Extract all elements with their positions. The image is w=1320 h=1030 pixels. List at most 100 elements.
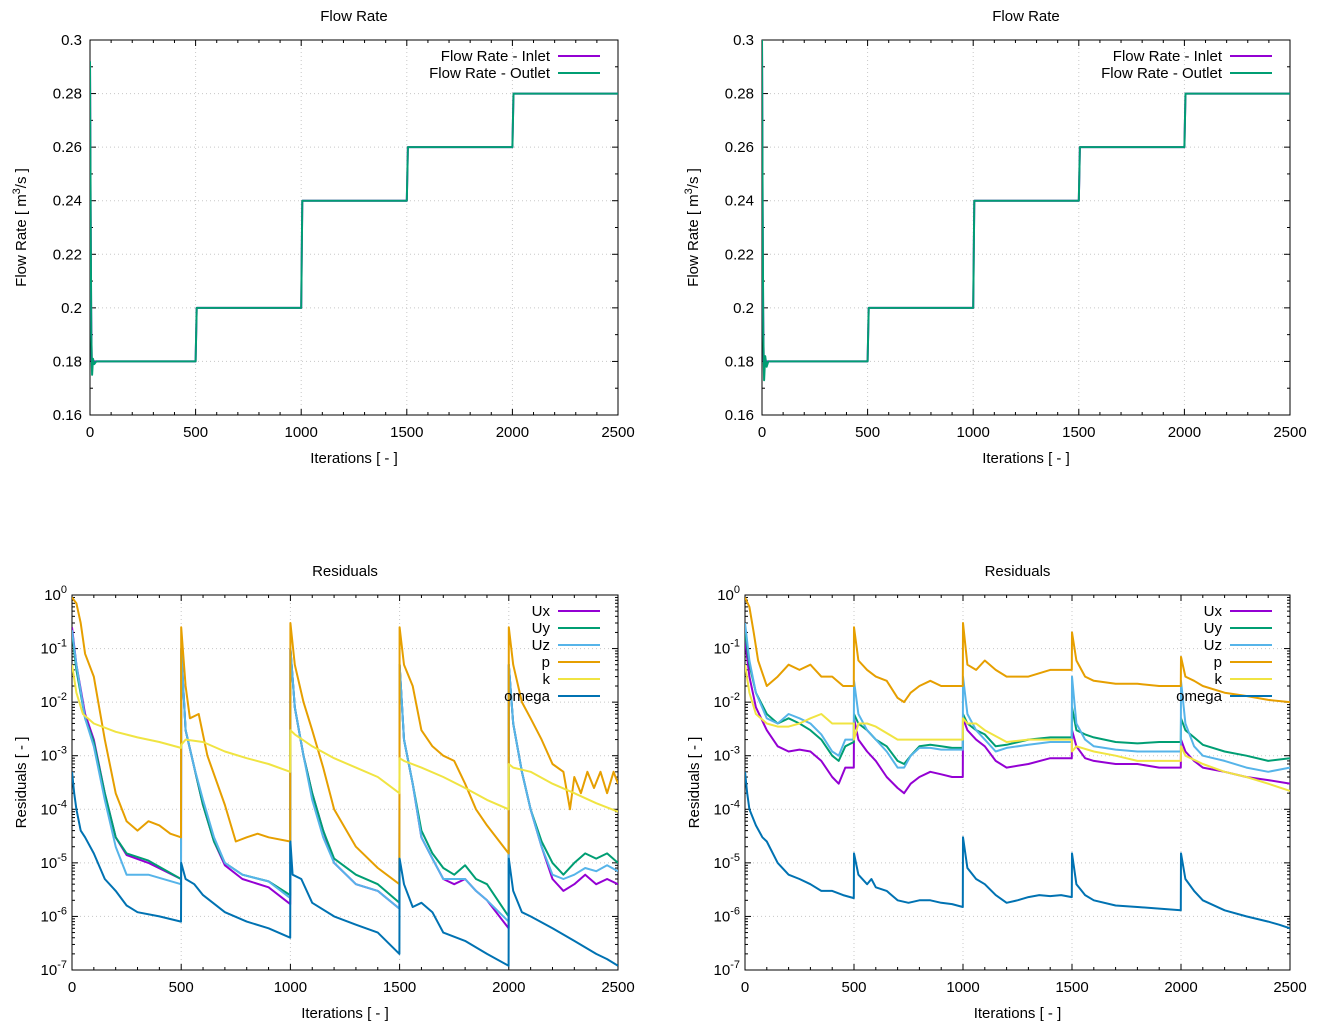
y-axis-label: Flow Rate [ m3/s ] — [683, 168, 702, 287]
x-tick-label: 2000 — [1168, 424, 1201, 441]
x-axis-label: Iterations [ - ] — [310, 450, 398, 467]
chart-1: 0 500 1000 1500 2000 2500 0.16 0.18 0.2 0.22 0.24 0… — [11, 8, 635, 467]
x-tick-label: 1500 — [1062, 424, 1095, 441]
chart-title: Residuals — [312, 563, 378, 580]
y-tick-label: 0.22 — [53, 246, 82, 263]
x-tick-label: 500 — [183, 424, 208, 441]
y-tick-label: 0.28 — [725, 86, 754, 103]
series-line-uz — [72, 630, 618, 923]
series-line-flow-rate-outlet — [90, 61, 618, 376]
y-tick-label: 10-4 — [714, 798, 740, 818]
series-line-omega — [72, 771, 618, 967]
y-tick-label: 0.24 — [53, 193, 82, 210]
x-tick-label: 1500 — [1055, 979, 1088, 996]
y-tick-label: 0.24 — [725, 193, 754, 210]
plot-frame — [89, 39, 619, 416]
series-line-uz — [745, 622, 1290, 773]
x-tick-label: 1000 — [285, 424, 318, 441]
y-tick-label: 10-3 — [41, 745, 67, 765]
x-tick-label: 2500 — [601, 979, 634, 996]
chart-3: 0 500 1000 1500 2000 2500 10-7 10-6 10-5 10-4 10-3… — [13, 563, 635, 1022]
chart-title: Flow Rate — [992, 8, 1060, 25]
x-tick-label: 1000 — [957, 424, 990, 441]
series-line-ux — [745, 638, 1290, 795]
legend-label: k — [543, 671, 551, 688]
legend-label: Ux — [1204, 603, 1223, 620]
y-tick-label: 0.18 — [725, 353, 754, 370]
y-tick-label: 0.18 — [53, 353, 82, 370]
chart-4: 0 500 1000 1500 2000 2500 10-7 10-6 10-5 10-4 10-3… — [686, 563, 1307, 1022]
x-tick-label: 500 — [841, 979, 866, 996]
x-tick-label: 500 — [169, 979, 194, 996]
legend-label: p — [1214, 654, 1222, 671]
legend-label: k — [1215, 671, 1223, 688]
y-tick-label: 100 — [44, 584, 67, 604]
legend-label: Uz — [1204, 637, 1222, 654]
y-tick-label: 0.2 — [733, 300, 754, 317]
x-tick-label: 0 — [68, 979, 76, 996]
legend-label: p — [542, 654, 550, 671]
x-axis-label: Iterations [ - ] — [982, 450, 1070, 467]
legend-label: Flow Rate - Outlet — [1101, 65, 1223, 82]
legend-label: Flow Rate - Outlet — [429, 65, 551, 82]
y-tick-label: 0.28 — [53, 86, 82, 103]
x-tick-label: 0 — [86, 424, 94, 441]
x-tick-label: 2000 — [1164, 979, 1197, 996]
y-axis-label: Residuals [ - ] — [686, 737, 703, 829]
chart-2: 0 500 1000 1500 2000 2500 0.16 0.18 0.2 0.22 0.24 0… — [683, 8, 1307, 467]
y-tick-label: 0.3 — [733, 32, 754, 49]
y-tick-label: 10-7 — [41, 959, 67, 979]
series-line-ux — [72, 627, 618, 930]
y-tick-label: 0.26 — [725, 139, 754, 156]
x-tick-label: 1000 — [946, 979, 979, 996]
series-line-p — [745, 597, 1290, 704]
y-tick-label: 10-6 — [714, 905, 740, 925]
x-tick-label: 2000 — [492, 979, 525, 996]
series-line-k — [745, 664, 1290, 792]
y-tick-label: 0.2 — [61, 300, 82, 317]
legend-label: Uz — [532, 637, 550, 654]
legend-label: Ux — [532, 603, 551, 620]
x-tick-label: 1500 — [390, 424, 423, 441]
y-tick-label: 0.22 — [725, 246, 754, 263]
series-line-k — [72, 664, 618, 813]
y-tick-label: 0.3 — [61, 32, 82, 49]
x-tick-label: 2500 — [1273, 424, 1306, 441]
y-tick-label: 0.16 — [725, 407, 754, 424]
legend-label: omega — [504, 688, 551, 705]
x-tick-label: 2500 — [1273, 979, 1306, 996]
legend-label: Uy — [1204, 620, 1223, 637]
x-axis-label: Iterations [ - ] — [301, 1005, 389, 1022]
y-tick-label: 10-2 — [714, 691, 740, 711]
legend-label: Flow Rate - Inlet — [1113, 48, 1223, 65]
y-tick-label: 10-1 — [714, 638, 740, 658]
x-tick-label: 2000 — [496, 424, 529, 441]
series-line-omega — [745, 771, 1290, 930]
y-tick-label: 10-2 — [41, 691, 67, 711]
y-tick-label: 0.16 — [53, 407, 82, 424]
y-tick-label: 10-3 — [714, 745, 740, 765]
series-line-p — [72, 596, 618, 886]
x-tick-label: 0 — [758, 424, 766, 441]
y-tick-label: 10-4 — [41, 798, 67, 818]
y-tick-label: 10-1 — [41, 638, 67, 658]
y-axis-label: Residuals [ - ] — [13, 737, 30, 829]
y-tick-label: 10-7 — [714, 959, 740, 979]
series-line-flow-rate-outlet — [762, 40, 1290, 382]
chart-title: Residuals — [985, 563, 1051, 580]
x-tick-label: 2500 — [601, 424, 634, 441]
x-tick-label: 1000 — [274, 979, 307, 996]
x-tick-label: 0 — [741, 979, 749, 996]
x-tick-label: 1500 — [383, 979, 416, 996]
series-line-flow-rate-inlet — [90, 61, 618, 363]
plot-frame — [761, 39, 1291, 416]
y-tick-label: 100 — [717, 584, 740, 604]
x-axis-label: Iterations [ - ] — [974, 1005, 1062, 1022]
legend-label: omega — [1176, 688, 1223, 705]
y-axis-label: Flow Rate [ m3/s ] — [11, 168, 30, 287]
legend-label: Uy — [532, 620, 551, 637]
chart-title: Flow Rate — [320, 8, 388, 25]
y-tick-label: 0.26 — [53, 139, 82, 156]
legend-label: Flow Rate - Inlet — [441, 48, 551, 65]
